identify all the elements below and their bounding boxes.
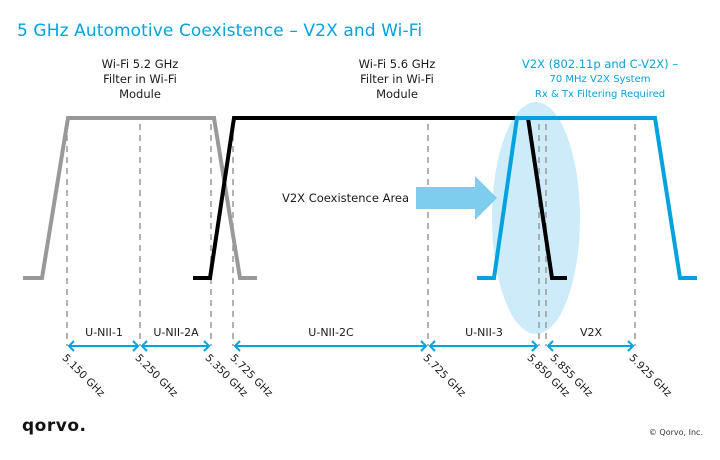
coexistence-arrow-icon xyxy=(416,176,497,220)
copyright-text: © Qorvo, Inc. xyxy=(648,428,703,437)
filter-label-line: Wi-Fi 5.2 GHz xyxy=(101,57,179,71)
filter-label-line: Filter in Wi-Fi xyxy=(360,72,434,86)
band-label-v2x: V2X xyxy=(579,326,603,339)
band-label-unii-2c: U-NII-2C xyxy=(308,326,354,339)
filter-label-line: 70 MHz V2X System xyxy=(549,74,651,85)
band-label-unii-1: U-NII-1 xyxy=(85,326,123,339)
band-label-unii-2a: U-NII-2A xyxy=(153,326,199,339)
filter-curve-v2x xyxy=(477,116,697,280)
band-arrows xyxy=(67,340,635,352)
filter-label-wifi-5-6: Wi-Fi 5.6 GHz Filter in Wi-Fi Module xyxy=(327,57,467,102)
coexistence-ellipse xyxy=(492,102,580,334)
coexistence-label: V2X Coexistence Area xyxy=(282,191,410,205)
filter-curve-wifi-5-2 xyxy=(23,116,257,280)
filter-label-line: Rx & Tx Filtering Required xyxy=(534,89,666,100)
filter-label-line: Wi-Fi 5.6 GHz xyxy=(358,57,436,71)
filter-label-line: V2X (802.11p and C-V2X) – xyxy=(521,57,679,71)
qorvo-logo: qorvo. xyxy=(22,416,87,436)
filter-label-line: Module xyxy=(376,87,418,101)
filter-label-v2x: V2X (802.11p and C-V2X) – 70 MHz V2X Sys… xyxy=(490,57,710,102)
filter-label-line: Module xyxy=(119,87,161,101)
page-title: 5 GHz Automotive Coexistence – V2X and W… xyxy=(17,21,423,41)
filter-label-wifi-5-2: Wi-Fi 5.2 GHz Filter in Wi-Fi Module xyxy=(70,57,210,102)
band-label-unii-3: U-NII-3 xyxy=(465,326,503,339)
filter-curve-wifi-5-6 xyxy=(193,116,567,280)
filter-label-line: Filter in Wi-Fi xyxy=(103,72,177,86)
